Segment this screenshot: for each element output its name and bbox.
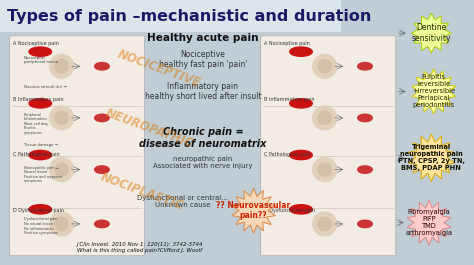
Ellipse shape: [95, 63, 109, 70]
Text: Chronic pain =
disease of neuromatrix: Chronic pain = disease of neuromatrix: [139, 127, 266, 149]
Ellipse shape: [55, 163, 68, 176]
Ellipse shape: [313, 106, 337, 130]
Text: C Pathological pain: C Pathological pain: [264, 152, 311, 157]
Ellipse shape: [358, 63, 372, 70]
Ellipse shape: [29, 99, 52, 108]
Text: B Inflammatory pain: B Inflammatory pain: [264, 97, 315, 102]
Ellipse shape: [95, 220, 109, 228]
Ellipse shape: [29, 47, 52, 56]
Text: B Inflammatory pain: B Inflammatory pain: [13, 97, 64, 102]
Text: Types of pain –mechanistic and duration: Types of pain –mechanistic and duration: [7, 9, 372, 24]
Text: A Nociceptive pain: A Nociceptive pain: [13, 41, 59, 46]
Text: A Nociceptive pain: A Nociceptive pain: [264, 41, 310, 46]
Text: Dysfunctional or central...
Unknown cause: Dysfunctional or central... Unknown caus…: [137, 195, 228, 208]
Ellipse shape: [50, 158, 73, 182]
Text: Pulpitis
reversible
+irreversible
Periapical
periodontitis: Pulpitis reversible +irreversible Periap…: [412, 74, 455, 108]
Text: Tissue damage →: Tissue damage →: [24, 143, 58, 147]
Text: NOCIPLASTIC: NOCIPLASTIC: [99, 171, 186, 213]
Ellipse shape: [290, 47, 312, 56]
Ellipse shape: [55, 60, 68, 73]
Ellipse shape: [95, 114, 109, 122]
Text: neuropathic pain
Associated with nerve injury: neuropathic pain Associated with nerve i…: [153, 156, 253, 170]
Ellipse shape: [358, 166, 372, 173]
Ellipse shape: [290, 151, 312, 160]
Text: Inflammatory pain
healthy short lived after insult: Inflammatory pain healthy short lived af…: [145, 82, 261, 101]
Text: D Dysfunctional pain: D Dysfunctional pain: [13, 208, 64, 213]
Text: D Dysfunctional pain: D Dysfunctional pain: [264, 208, 316, 213]
Text: J Clin Invest. 2010 Nov 1; 120(11): 3742-3744
What is this thing called pain?Cli: J Clin Invest. 2010 Nov 1; 120(11): 3742…: [77, 242, 203, 253]
Text: Nociceptor
peripheral nerve: Nociceptor peripheral nerve: [24, 56, 58, 64]
FancyBboxPatch shape: [9, 36, 145, 256]
Text: Dentine
sensitivity: Dentine sensitivity: [411, 23, 451, 43]
Ellipse shape: [318, 60, 331, 73]
Ellipse shape: [318, 217, 331, 231]
Text: Peripheral
Inflammation
Mast cell deg.
Pruritis
symptoms: Peripheral Inflammation Mast cell deg. P…: [24, 113, 48, 135]
Ellipse shape: [50, 106, 73, 130]
Text: Nociceptive
healthy fast pain 'pain': Nociceptive healthy fast pain 'pain': [159, 50, 247, 69]
Text: C Pathological pain: C Pathological pain: [13, 152, 60, 157]
Ellipse shape: [358, 220, 372, 228]
Text: Healthy acute pain: Healthy acute pain: [147, 33, 259, 43]
Ellipse shape: [55, 217, 68, 231]
Ellipse shape: [29, 151, 52, 160]
Polygon shape: [408, 134, 455, 182]
Polygon shape: [411, 13, 451, 53]
Ellipse shape: [313, 158, 337, 182]
Polygon shape: [232, 188, 275, 233]
Ellipse shape: [29, 205, 52, 214]
Text: NOCICEPTIVE: NOCICEPTIVE: [115, 48, 202, 90]
Ellipse shape: [318, 111, 331, 125]
Bar: [0, 0, 341, 32]
Ellipse shape: [290, 99, 312, 108]
Ellipse shape: [50, 54, 73, 78]
Text: Trigeminal
neuropathic pain
PTN, CPSP, 2y TN,
BMS, PDAP PHN: Trigeminal neuropathic pain PTN, CPSP, 2…: [398, 144, 465, 171]
Polygon shape: [412, 69, 456, 114]
Text: Neuropathic pain →
Neural lesion
Positive and negative
symptoms: Neuropathic pain → Neural lesion Positiv…: [24, 166, 62, 183]
Ellipse shape: [55, 111, 68, 125]
Text: NEUROPATHIC: NEUROPATHIC: [103, 107, 195, 151]
Ellipse shape: [313, 54, 337, 78]
Text: Fibromyalgia
PIFP
TMD
arthromyalgia: Fibromyalgia PIFP TMD arthromyalgia: [405, 209, 453, 236]
Ellipse shape: [290, 205, 312, 214]
Text: Dysfunctional pain
No neural lesion
No inflammation
Positive symptoms: Dysfunctional pain No neural lesion No i…: [24, 217, 57, 235]
Ellipse shape: [318, 163, 331, 176]
Polygon shape: [407, 200, 451, 245]
Text: ?? Neurovascular
pain??: ?? Neurovascular pain??: [217, 201, 291, 220]
FancyBboxPatch shape: [261, 36, 396, 256]
Ellipse shape: [313, 212, 337, 236]
Text: Noxious stimuli (m) →: Noxious stimuli (m) →: [24, 85, 66, 89]
Ellipse shape: [50, 212, 73, 236]
Ellipse shape: [358, 114, 372, 122]
Ellipse shape: [95, 166, 109, 173]
